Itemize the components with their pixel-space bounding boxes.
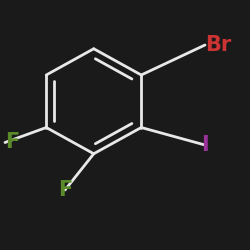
Text: I: I [201, 135, 209, 155]
Text: F: F [5, 132, 19, 152]
Text: Br: Br [205, 35, 231, 55]
Text: F: F [58, 180, 72, 200]
